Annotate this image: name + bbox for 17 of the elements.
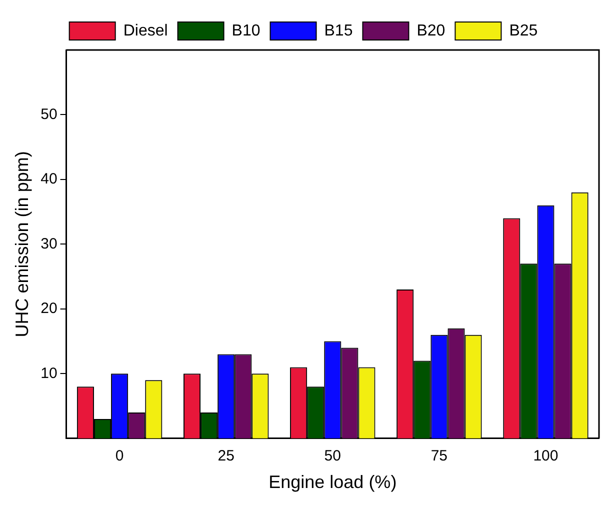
- legend-label: B10: [232, 22, 260, 40]
- x-axis-title: Engine load (%): [268, 472, 397, 492]
- x-tick-label: 25: [218, 448, 234, 465]
- y-tick-label: 50: [40, 106, 58, 123]
- y-tick-label: 40: [40, 170, 58, 188]
- legend-label: B25: [509, 22, 538, 40]
- legend-label: Diesel: [123, 22, 168, 40]
- legend-label: B15: [324, 22, 353, 40]
- y-tick-label: 10: [40, 364, 58, 382]
- legend-label: B20: [416, 22, 446, 40]
- y-tick-label: 20: [40, 300, 58, 318]
- y-tick-label: 30: [40, 235, 58, 252]
- x-tick-label: 50: [324, 448, 341, 465]
- x-tick-label: 75: [430, 448, 448, 465]
- x-tick-label: 100: [533, 448, 558, 465]
- x-tick-label: 0: [115, 448, 124, 465]
- y-axis-title: UHC emission (in ppm): [12, 151, 32, 338]
